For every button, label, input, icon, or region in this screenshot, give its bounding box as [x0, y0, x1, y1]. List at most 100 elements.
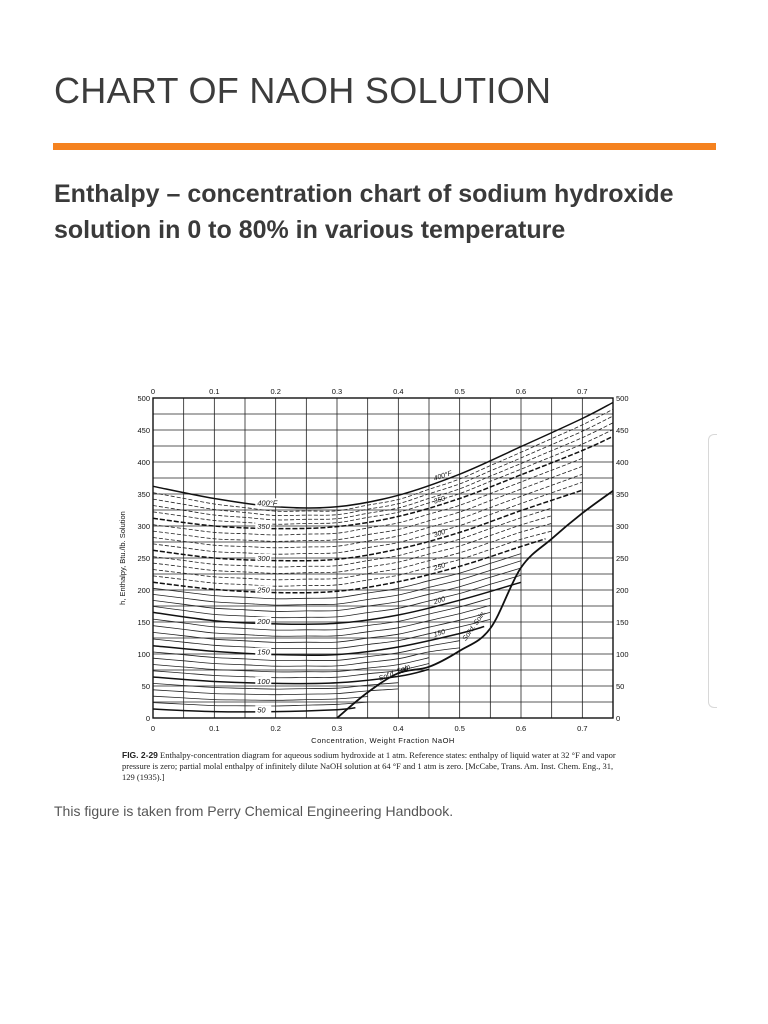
- y-axis-label: h, Enthalpy, Btu./lb. Solution: [118, 511, 127, 605]
- isotherm-minor: [152, 429, 614, 525]
- isotherm-label-right: 250: [432, 562, 446, 573]
- isotherm-label-bg: [255, 521, 272, 530]
- y-tick-label-right: 450: [616, 426, 629, 435]
- isotherm-label-left: 250: [256, 586, 270, 595]
- isotherm-400: [152, 401, 614, 509]
- isotherm-minor: [152, 481, 583, 555]
- x-tick-label-top: 0.5: [454, 387, 464, 396]
- isotherm-minor: [152, 657, 430, 673]
- isotherm-label-bg: [255, 647, 272, 656]
- x-tick-label-bottom: 0.4: [393, 724, 403, 733]
- accent-rule: [53, 143, 716, 150]
- isotherm-minor: [152, 688, 399, 696]
- enthalpy-chart-figure: 0 0 0.1 0.1 0.2 0.2 0.3 0.3 0.4 0.4 0.5 0.5 0.6 0.6 0.…: [58, 378, 710, 788]
- isotherm-minor: [152, 597, 491, 631]
- x-tick-label-top: 0.2: [270, 387, 280, 396]
- isotherm-minor: [152, 695, 368, 701]
- isotherm-label-right: 350: [433, 495, 446, 505]
- y-tick-label-right: 150: [616, 618, 629, 627]
- y-tick-label-left: 50: [142, 682, 150, 691]
- x-tick-label-top: 0.6: [516, 387, 526, 396]
- isotherm-minor: [152, 473, 583, 549]
- isotherm-label-left: 100: [257, 677, 270, 686]
- isotherm-label-right: 300: [433, 529, 446, 539]
- plot-frame: [152, 397, 614, 719]
- isotherm-label-left: 400°F: [257, 498, 278, 507]
- x-tick-label-bottom: 0.3: [332, 724, 342, 733]
- y-tick-label-right: 250: [616, 554, 629, 563]
- x-tick-label-top: 0.1: [209, 387, 219, 396]
- y-tick-label-right: 500: [616, 394, 629, 403]
- isotherm-minor: [152, 415, 614, 517]
- isotherm-label-left: 150: [257, 648, 270, 657]
- isotherm-label-left: 300: [257, 554, 270, 563]
- y-tick-label-left: 500: [137, 394, 150, 403]
- page-title: CHART OF NAOH SOLUTION: [54, 70, 552, 111]
- x-tick-label-top: 0.4: [393, 387, 403, 396]
- isotherm-minor: [152, 567, 522, 612]
- y-tick-label-left: 350: [137, 490, 150, 499]
- isotherm-minor: [152, 605, 491, 637]
- isotherm-label-bg: [255, 585, 272, 594]
- x-tick-label-bottom: 0: [151, 724, 155, 733]
- y-tick-label-left: 250: [137, 554, 150, 563]
- isotherm-minor: [152, 515, 552, 574]
- y-tick-label-left: 300: [137, 522, 150, 531]
- page-subtitle: Enthalpy – concentration chart of sodium…: [54, 180, 674, 244]
- isotherm-minor: [152, 647, 460, 667]
- y-tick-label-right: 350: [616, 490, 629, 499]
- x-tick-label-bottom: 0.6: [516, 724, 526, 733]
- figure-number: FIG. 2-29: [122, 750, 158, 760]
- y-tick-label-left: 400: [137, 458, 150, 467]
- isotherm-label-right: 100: [396, 666, 409, 676]
- isotherm-minor: [152, 553, 522, 600]
- y-tick-label-left: 200: [137, 586, 150, 595]
- chart-grid: [152, 397, 614, 719]
- isotherm-minor: [152, 523, 552, 581]
- y-tick-label-right: 300: [616, 522, 629, 531]
- isotherm-150: [152, 625, 485, 657]
- y-tick-label-right: 50: [616, 682, 624, 691]
- x-tick-label-bottom: 0.1: [209, 724, 219, 733]
- y-tick-label-left: 100: [137, 650, 150, 659]
- isotherm-label-left: 350: [257, 522, 270, 531]
- x-tick-label-top: 0.3: [332, 387, 342, 396]
- x-tick-label-bottom: 0.7: [577, 724, 587, 733]
- isotherm-label-bg: [255, 553, 272, 562]
- x-tick-label-top: 0.7: [577, 387, 587, 396]
- isotherm-minor: [152, 507, 552, 568]
- isotherm-minor: [152, 530, 552, 587]
- solid-solution-boundary: [336, 490, 614, 719]
- y-tick-label-left: 150: [137, 618, 150, 627]
- y-tick-label-right: 400: [616, 458, 629, 467]
- isotherm-minor: [152, 682, 399, 690]
- y-tick-label-right: 0: [616, 714, 620, 723]
- y-tick-label-left: 0: [146, 714, 150, 723]
- isotherm-minor: [152, 612, 491, 643]
- figure-caption-text: Enthalpy-concentration diagram for aqueo…: [122, 750, 616, 782]
- isotherm-minor: [152, 640, 460, 661]
- isotherm-250: [152, 538, 546, 594]
- isotherm-label-right: 200: [432, 596, 446, 607]
- scroll-handle[interactable]: [708, 434, 717, 708]
- source-note: This figure is taken from Perry Chemical…: [54, 803, 454, 819]
- isotherm-100: [152, 668, 430, 685]
- y-tick-label-right: 200: [616, 586, 629, 595]
- isotherm-300: [152, 489, 583, 562]
- x-tick-label-bottom: 0.5: [454, 724, 464, 733]
- isotherm-label-bg: [255, 616, 272, 625]
- x-tick-label-top: 0: [151, 387, 155, 396]
- isotherm-label-right: 150: [433, 629, 446, 639]
- isotherm-label-left: 50: [257, 706, 266, 715]
- isotherm-label-bg: [255, 498, 282, 507]
- isotherm-minor: [152, 663, 430, 679]
- isotherm-minor: [152, 458, 583, 536]
- isotherm-label-left: 200: [256, 617, 270, 626]
- y-tick-label-right: 100: [616, 650, 629, 659]
- isotherm-minor: [152, 619, 491, 650]
- figure-caption: FIG. 2-29 Enthalpy-concentration diagram…: [122, 750, 622, 783]
- isotherm-label-bg: [255, 676, 272, 685]
- isotherm-minor: [152, 422, 614, 521]
- x-tick-label-bottom: 0.2: [270, 724, 280, 733]
- isotherm-label-bg: [255, 705, 272, 714]
